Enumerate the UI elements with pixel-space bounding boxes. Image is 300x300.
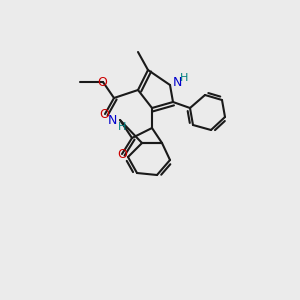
- Text: O: O: [117, 148, 127, 160]
- Text: O: O: [99, 107, 109, 121]
- Text: O: O: [97, 76, 107, 88]
- Text: N: N: [108, 113, 117, 127]
- Text: H: H: [118, 122, 126, 132]
- Text: H: H: [180, 73, 188, 83]
- Text: N: N: [173, 76, 182, 89]
